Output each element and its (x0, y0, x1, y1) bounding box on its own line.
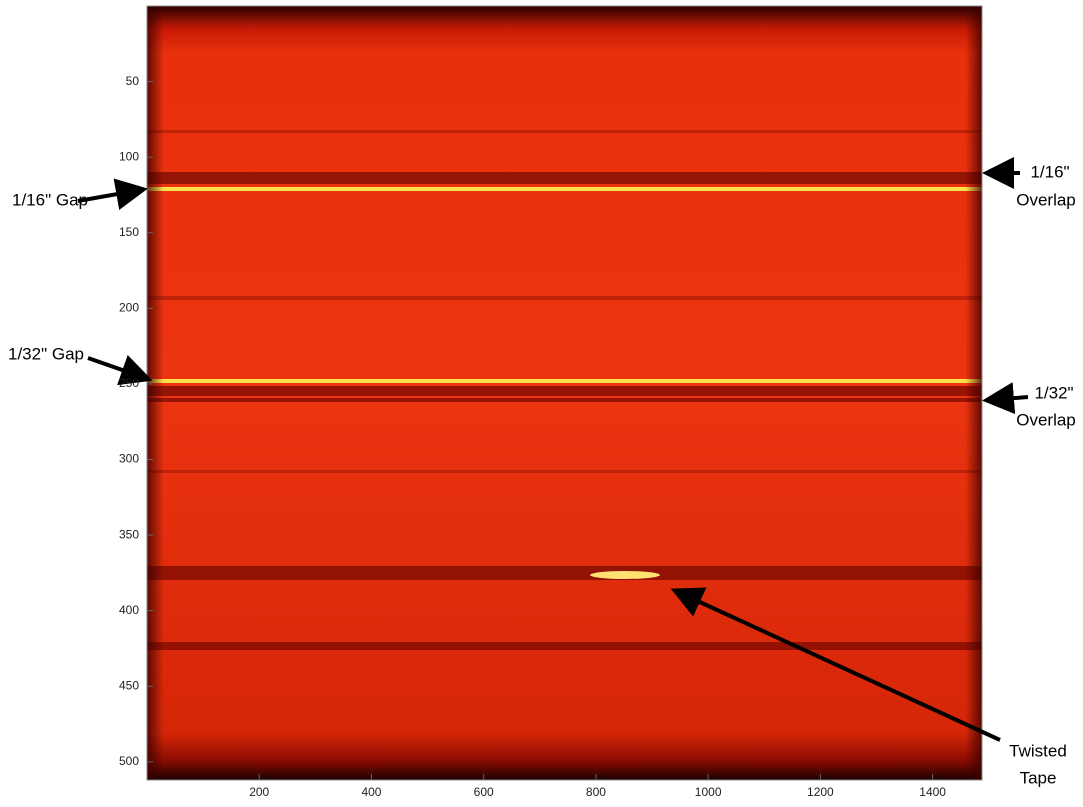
x-tick-label: 1000 (695, 785, 722, 799)
annotation: 1/16" (1030, 162, 1069, 181)
x-tick-label: 1200 (807, 785, 834, 799)
y-tick-label: 50 (126, 74, 140, 88)
chart: 1/16" Gap 1/32" Gap 1/16" Overlap 1/32" … (0, 0, 1083, 802)
y-tick-label: 350 (119, 527, 139, 541)
y-tick-label: 400 (119, 603, 139, 617)
x-tick-label: 1400 (919, 785, 946, 799)
annotation: 1/32" (1034, 383, 1073, 402)
annotation: Twisted (1009, 741, 1067, 760)
annotation: Overlap (1016, 410, 1076, 429)
y-tick-label: 250 (119, 376, 139, 390)
y-tick-label: 150 (119, 225, 139, 239)
annotation: 1/16" Gap (12, 190, 88, 209)
x-tick-label: 200 (249, 785, 269, 799)
annotation: Tape (1020, 768, 1057, 787)
y-tick-label: 300 (119, 452, 139, 466)
x-tick-label: 400 (361, 785, 381, 799)
heatmap-image (147, 6, 982, 780)
y-tick-label: 450 (119, 678, 139, 692)
x-tick-label: 600 (474, 785, 494, 799)
annotation: Overlap (1016, 190, 1076, 209)
annotation: 1/32" Gap (8, 344, 84, 363)
y-tick-label: 200 (119, 301, 139, 315)
y-tick-label: 500 (119, 754, 139, 768)
y-tick-label: 100 (119, 149, 139, 163)
x-tick-label: 800 (586, 785, 606, 799)
